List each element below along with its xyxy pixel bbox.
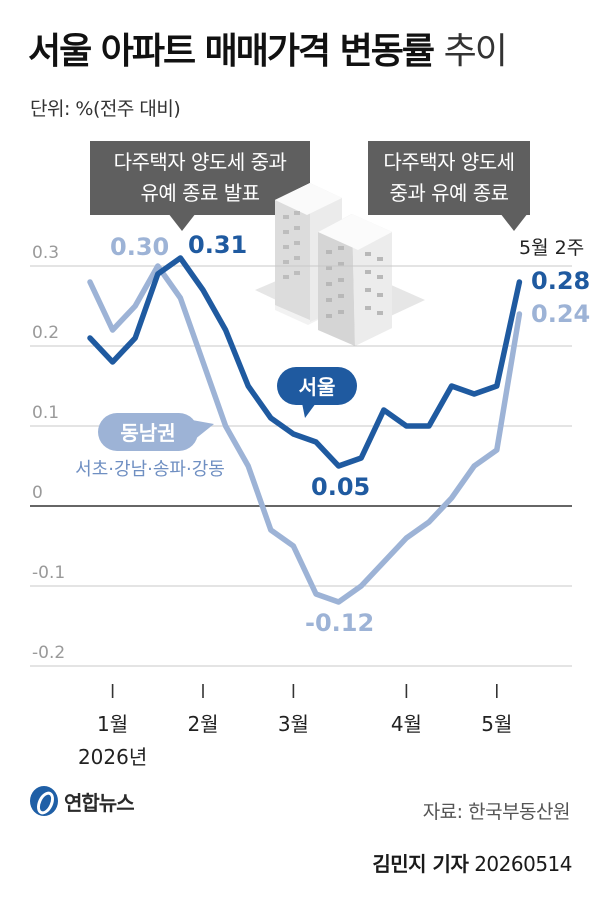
seoul-badge	[277, 367, 357, 405]
x-year-label: 2026년	[78, 745, 147, 769]
callout-right: 다주택자 양도세 중과 유예 종료	[368, 141, 530, 215]
logo-text: 연합뉴스	[64, 790, 135, 815]
callout-left-pointer	[168, 213, 196, 231]
dongnam-badge	[98, 413, 198, 451]
latest-week-label: 5월 2주	[519, 237, 584, 259]
title-suffix: 추이	[443, 31, 508, 72]
publish-date: 20260514	[474, 852, 572, 876]
data-label-dongnam-peak: 0.30	[110, 233, 169, 261]
chart-annotations: 0.30 0.31 0.05 -0.12 0.28 0.24 5월 2주서울동남권서초·강남…	[75, 231, 590, 637]
data-label-dongnam-min: -0.12	[305, 609, 374, 637]
seoul-badge-pointer	[302, 403, 316, 418]
byline: 김민지 기자 20260514	[372, 848, 572, 877]
y-tick-label: -0.1	[32, 563, 65, 583]
callout-left: 다주택자 양도세 중과 유예 종료 발표	[90, 141, 310, 215]
x-tick-label: 3월	[278, 712, 309, 736]
x-tick-label: 1월	[97, 712, 128, 736]
data-label-seoul-last: 0.28	[531, 267, 590, 295]
callout-right-line1: 다주택자 양도세	[383, 150, 515, 174]
yonhap-logo: 연합뉴스	[30, 786, 135, 816]
x-axis-ticks: 1월 2월 3월 4월 5월 2026년	[78, 684, 512, 769]
reporter-name: 김민지 기자	[372, 852, 469, 876]
chart-series	[87, 255, 523, 605]
y-axis-ticks: 0.3 0.2 0.1 0 -0.1 -0.2	[32, 243, 65, 663]
callout-right-line2: 중과 유예 종료	[389, 181, 509, 205]
page-title: 서울 아파트 매매가격 변동률 추이	[28, 22, 508, 74]
callout-left-line2: 유예 종료 발표	[140, 181, 260, 205]
dongnam-subtitle: 서초·강남·송파·강동	[75, 459, 225, 480]
chart-grid	[30, 265, 572, 667]
apartment-illustration-icon	[255, 183, 425, 346]
yonhap-logo-icon	[30, 786, 58, 816]
callout-right-pointer	[500, 213, 528, 231]
y-tick-label: 0.1	[32, 403, 59, 423]
series-line-seoul	[87, 255, 523, 469]
source-label: 자료: 한국부동산원	[422, 801, 571, 823]
data-label-seoul-peak: 0.31	[188, 231, 247, 259]
dongnam-badge-label: 동남권	[120, 421, 175, 445]
unit-label: 단위: %(전주 대비)	[30, 98, 181, 120]
x-tick-label: 2월	[187, 712, 218, 736]
y-tick-label: 0.2	[32, 323, 59, 343]
y-tick-label: 0.3	[32, 243, 59, 263]
data-label-dongnam-last: 0.24	[531, 300, 590, 328]
x-tick-label: 4월	[391, 712, 422, 736]
y-tick-label: 0	[32, 483, 43, 503]
data-label-seoul-min: 0.05	[311, 473, 370, 501]
title-main: 서울 아파트 매매가격 변동률	[28, 31, 435, 72]
seoul-badge-label: 서울	[299, 375, 336, 399]
y-tick-label: -0.2	[32, 643, 65, 663]
callout-left-line1: 다주택자 양도세 중과	[113, 150, 287, 174]
dongnam-badge-pointer	[192, 420, 214, 440]
x-tick-label: 5월	[481, 712, 512, 736]
